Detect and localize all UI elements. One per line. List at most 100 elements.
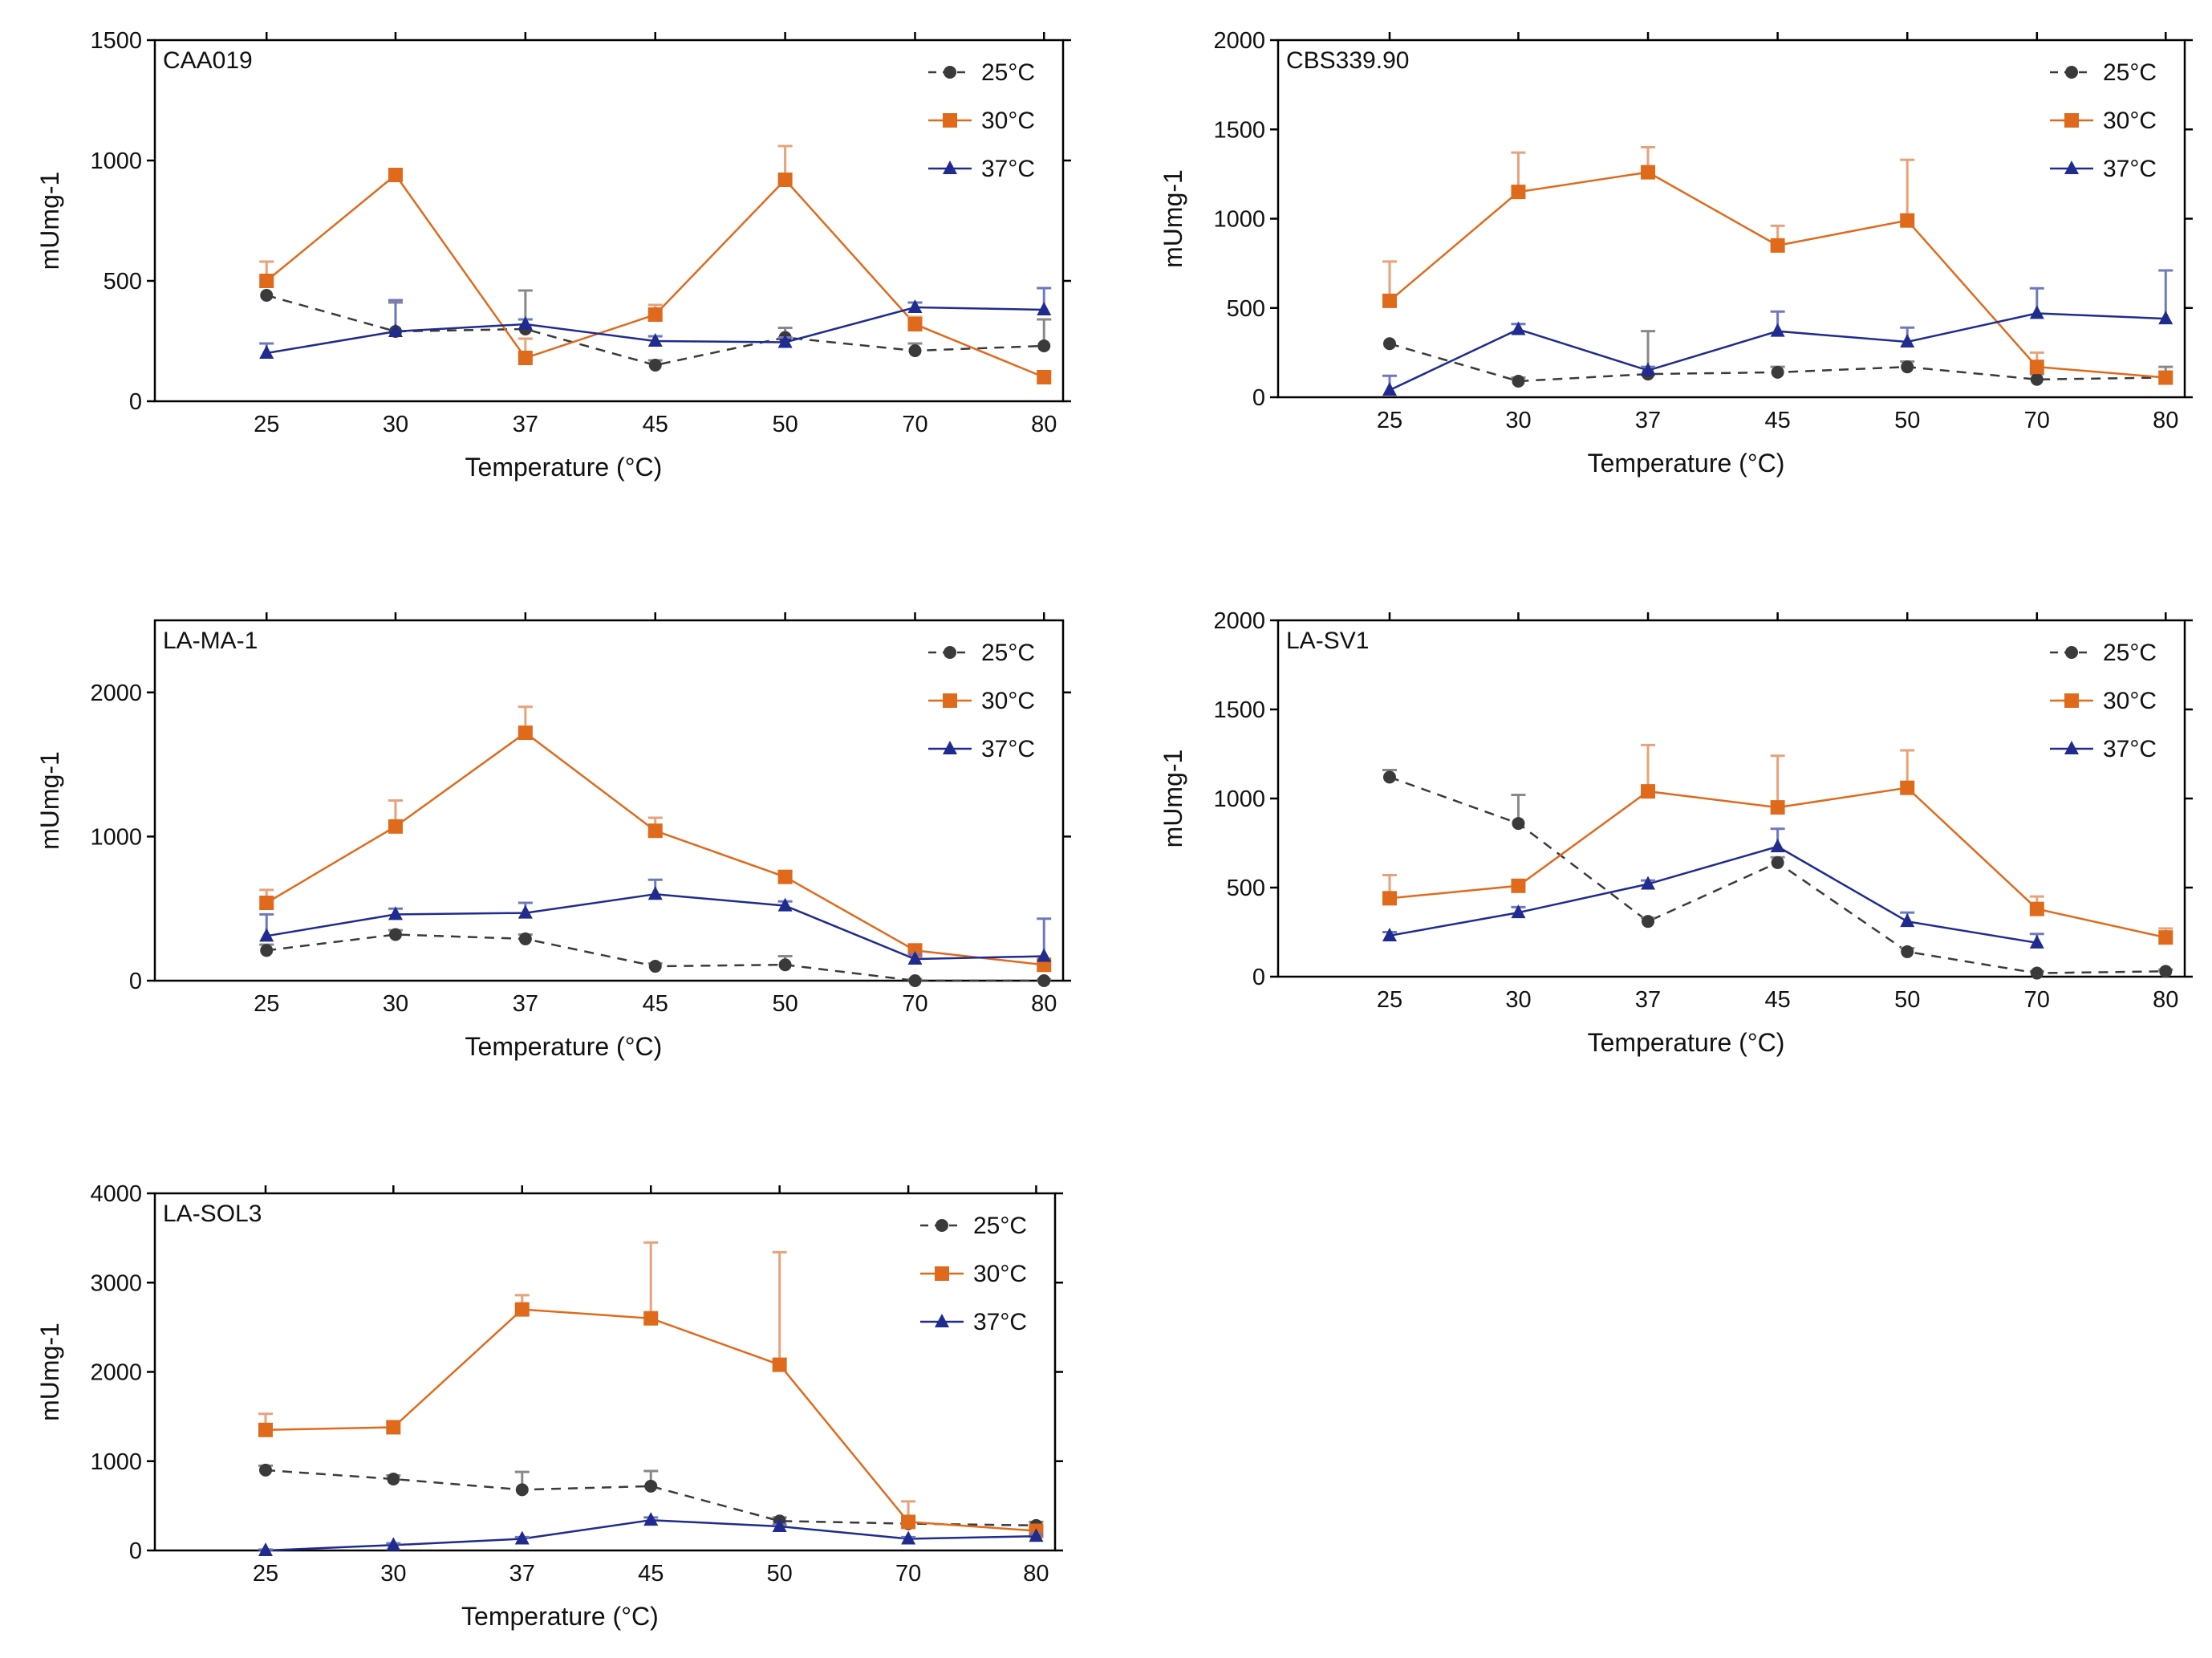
data-point (518, 932, 532, 945)
series-2 (258, 1512, 1044, 1556)
data-point (386, 1420, 401, 1435)
data-point (1641, 362, 1656, 376)
series-1 (1382, 146, 2173, 385)
x-tick-label: 80 (1023, 1561, 1049, 1587)
data-point (1037, 302, 1052, 315)
data-point (1382, 891, 1397, 906)
data-point (1037, 948, 1052, 962)
legend-marker (944, 66, 956, 79)
x-tick-label: 45 (1764, 408, 1790, 433)
series-2 (259, 878, 1052, 965)
x-tick-label: 70 (2024, 987, 2050, 1013)
y-tick-label: 3000 (90, 1270, 142, 1296)
data-point (1511, 321, 1526, 335)
x-tick-label: 50 (772, 412, 798, 437)
data-point (517, 904, 533, 919)
data-point (778, 958, 792, 972)
y-tick-label: 0 (129, 389, 142, 415)
data-point (1511, 185, 1526, 200)
x-tick-label: 50 (772, 991, 798, 1017)
y-tick-label: 2000 (90, 681, 142, 706)
data-point (647, 307, 663, 322)
series-line (265, 1308, 1037, 1532)
data-point (1511, 904, 1526, 919)
legend-label: 25°C (981, 640, 1035, 666)
x-tick-label: 25 (254, 991, 279, 1017)
legend-label: 37°C (2103, 156, 2157, 182)
data-point (2029, 934, 2044, 949)
x-tick-label: 45 (643, 412, 668, 437)
data-point (1382, 927, 1397, 941)
x-tick-label: 80 (2153, 408, 2178, 433)
legend-label: 37°C (981, 156, 1035, 182)
x-tick-label: 70 (902, 991, 927, 1017)
series-line (266, 892, 1045, 961)
x-tick-label: 25 (1377, 408, 1402, 433)
data-point (907, 299, 923, 313)
data-point (1382, 382, 1397, 396)
data-point (1512, 374, 1525, 388)
series-line (1389, 171, 2166, 379)
panel-title: CBS339.90 (1286, 47, 1409, 74)
data-point (388, 323, 403, 337)
data-point (259, 345, 274, 359)
x-tick-label: 30 (380, 1561, 406, 1587)
data-point (517, 316, 533, 330)
data-point (1641, 876, 1656, 890)
legend-marker (2064, 161, 2079, 174)
series-1 (259, 144, 1052, 384)
y-tick-label: 0 (1252, 965, 1265, 990)
legend-marker (935, 1314, 949, 1327)
data-point (1770, 800, 1785, 815)
data-point (260, 289, 274, 302)
data-point (1900, 213, 1915, 228)
data-point (2029, 305, 2044, 319)
x-tick-label: 50 (1894, 408, 1920, 433)
x-tick-label: 30 (383, 991, 408, 1017)
x-axis-title: Temperature (°C) (1588, 449, 1785, 477)
y-axis-title: mUmg-1 (35, 751, 64, 850)
series-line (266, 933, 1045, 982)
legend-label: 25°C (973, 1213, 1027, 1239)
legend-marker (943, 693, 957, 708)
data-point (777, 897, 793, 912)
x-tick-label: 80 (1031, 991, 1057, 1017)
chart-panel: 0 1000 2000 25 30 37 45 50 70 80 Temperature (°C) m… (35, 612, 1071, 1061)
data-point (907, 317, 923, 331)
y-tick-label: 1500 (1213, 697, 1265, 723)
data-point (388, 168, 403, 182)
x-tick-label: 37 (513, 412, 538, 437)
data-point (1382, 337, 1396, 351)
data-point (648, 359, 662, 372)
data-point (1770, 238, 1785, 253)
data-point (2159, 965, 2173, 978)
x-tick-label: 45 (643, 991, 668, 1017)
data-point (1511, 878, 1526, 893)
chart-panel: 0 500 1000 1500 25 30 37 45 50 70 80 Temperature (°… (35, 28, 1071, 482)
data-point (259, 896, 274, 911)
plot-frame (153, 619, 1065, 982)
y-tick-label: 1500 (1213, 117, 1265, 143)
data-point (1770, 323, 1785, 337)
data-point (1641, 784, 1656, 799)
y-tick-label: 1000 (1213, 207, 1265, 233)
data-point (260, 944, 274, 957)
series-1 (259, 705, 1052, 973)
panel-title: CAA019 (163, 47, 253, 74)
data-point (2030, 372, 2044, 386)
y-axis-title: mUmg-1 (1159, 169, 1187, 268)
x-tick-label: 50 (767, 1561, 793, 1587)
y-axis-title: mUmg-1 (35, 172, 64, 270)
chart-panel: 0 500 1000 1500 2000 25 30 37 45 50 70 80 Temperatur… (1159, 608, 2193, 1057)
chart-panel: 0 500 1000 1500 2000 25 30 37 45 50 70 80 Temperatur… (1159, 28, 2193, 477)
data-point (1770, 838, 1785, 852)
y-tick-label: 2000 (1213, 28, 1265, 54)
data-point (2029, 901, 2044, 916)
data-point (2158, 311, 2173, 325)
y-tick-label: 2000 (1213, 608, 1265, 634)
data-point (386, 1537, 401, 1551)
legend-label: 37°C (981, 736, 1035, 762)
legend-label: 30°C (981, 688, 1035, 714)
data-point (644, 1479, 658, 1493)
data-point (2030, 966, 2044, 980)
